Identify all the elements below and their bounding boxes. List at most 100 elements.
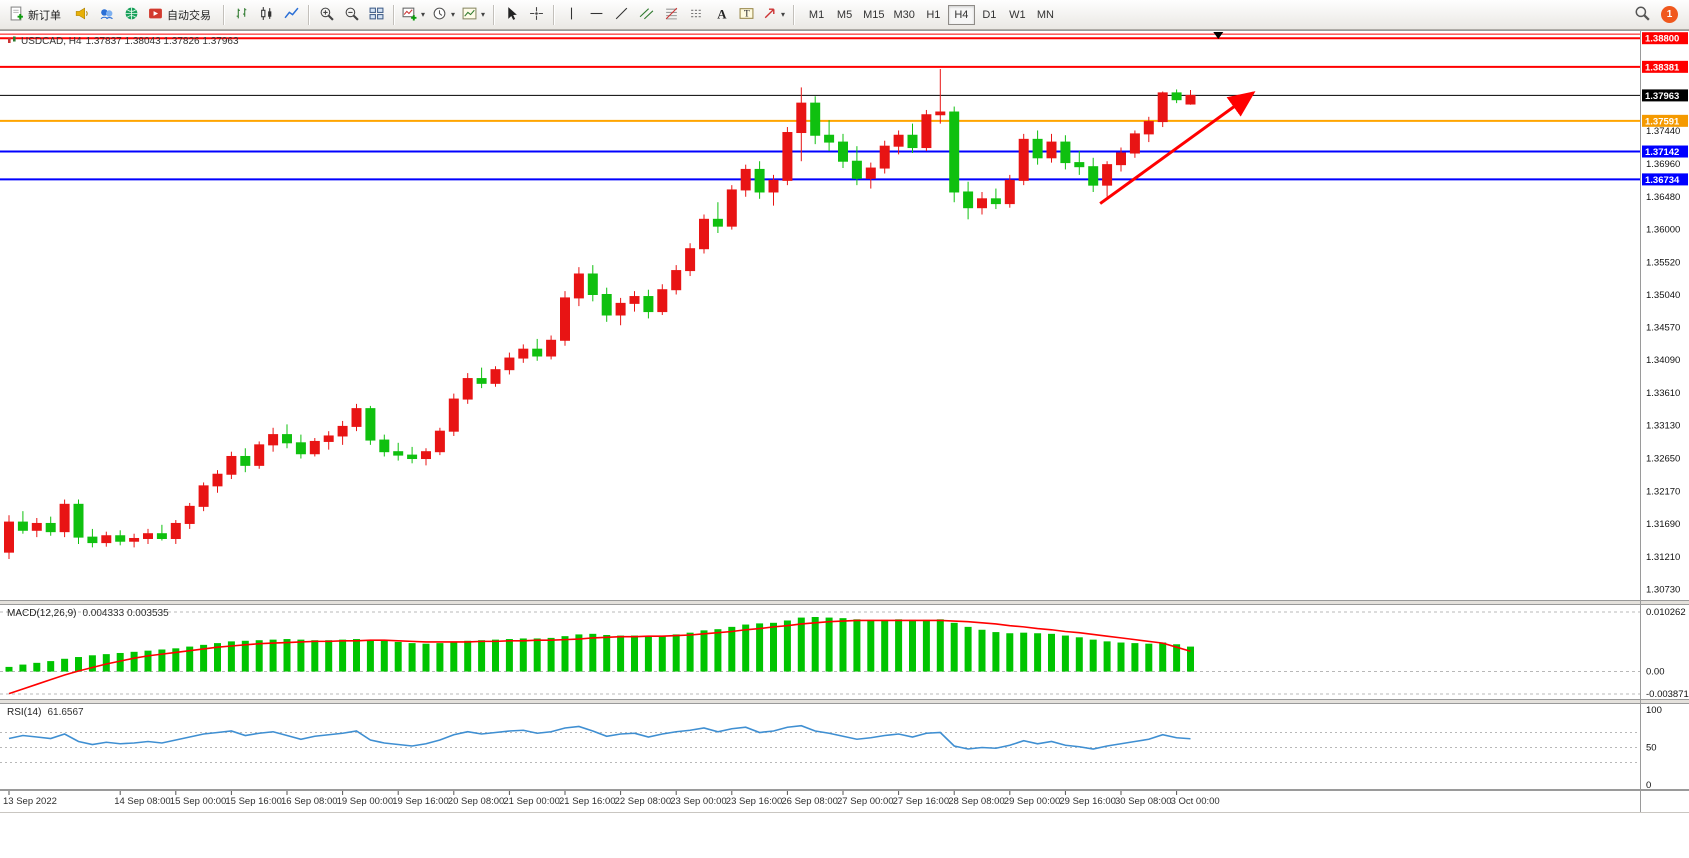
timeframe-group: M1 M5 M15 M30 H1 H4 D1 W1 MN: [803, 4, 1059, 25]
svg-text:21 Sep 00:00: 21 Sep 00:00: [503, 796, 560, 807]
svg-text:23 Sep 16:00: 23 Sep 16:00: [726, 796, 783, 807]
svg-text:13 Sep 2022: 13 Sep 2022: [3, 796, 57, 807]
channel-tool-button[interactable]: [634, 3, 658, 27]
svg-text:1.37440: 1.37440: [1646, 126, 1680, 137]
cycle-lines-icon: [689, 6, 704, 24]
line-chart-button[interactable]: [279, 3, 303, 27]
cursor-button[interactable]: [499, 3, 523, 27]
notifications-badge[interactable]: 1: [1661, 6, 1678, 23]
new-order-button[interactable]: 新订单: [5, 3, 68, 27]
horizontal-line-tool-button[interactable]: [584, 3, 608, 27]
svg-text:27 Sep 00:00: 27 Sep 00:00: [837, 796, 894, 807]
arrows-tool-button[interactable]: ▾: [759, 3, 788, 27]
svg-text:19 Sep 00:00: 19 Sep 00:00: [337, 796, 394, 807]
svg-text:1.36960: 1.36960: [1646, 159, 1680, 170]
market-button[interactable]: [119, 3, 143, 27]
new-chart-button[interactable]: ▾: [399, 3, 428, 27]
candles-layer: [4, 68, 1196, 559]
svg-text:26 Sep 08:00: 26 Sep 08:00: [781, 796, 838, 807]
chart-shift-marker[interactable]: [1213, 32, 1224, 39]
toolbar-separator: [308, 4, 309, 25]
timeframe-d1-button[interactable]: D1: [976, 5, 1003, 25]
svg-text:3 Oct 00:00: 3 Oct 00:00: [1171, 796, 1220, 807]
svg-text:20 Sep 08:00: 20 Sep 08:00: [448, 796, 505, 807]
horizontal-level-lines[interactable]: [0, 33, 1640, 181]
svg-text:1.30730: 1.30730: [1646, 585, 1680, 596]
community-icon: [99, 6, 114, 24]
svg-text:1.38381: 1.38381: [1645, 62, 1680, 73]
tile-windows-icon: [369, 6, 384, 24]
svg-text:A: A: [717, 7, 727, 21]
timeframe-h4-button[interactable]: H4: [947, 4, 975, 25]
trendline-icon: [614, 6, 629, 24]
svg-text:23 Sep 00:00: 23 Sep 00:00: [670, 796, 727, 807]
svg-text:15 Sep 00:00: 15 Sep 00:00: [170, 796, 227, 807]
globe-icon: [124, 6, 139, 24]
cursor-icon: [504, 6, 519, 24]
trend-arrow[interactable]: [1099, 91, 1256, 205]
crosshair-button[interactable]: [524, 3, 548, 27]
chevron-down-icon: ▾: [781, 9, 786, 19]
template-icon: [462, 6, 477, 24]
timeframe-mn-button[interactable]: MN: [1032, 5, 1059, 25]
timeframe-m30-button[interactable]: M30: [889, 5, 918, 25]
timeframe-m5-button[interactable]: M5: [831, 5, 858, 25]
svg-text:1.37963: 1.37963: [1645, 91, 1679, 102]
line-chart-icon: [283, 6, 299, 24]
macd-indicator: 0.010262 0.00 -0.003871: [0, 607, 1689, 700]
rsi-indicator-label: RSI(14) 61.6567: [7, 707, 84, 718]
auto-trading-label: 自动交易: [167, 9, 211, 22]
toolbar: 新订单 自动交易: [0, 0, 1689, 30]
candlestick-chart-button[interactable]: [254, 3, 278, 27]
timeframe-w1-button[interactable]: W1: [1004, 5, 1031, 25]
zoom-out-button[interactable]: [339, 3, 363, 27]
timeframe-m1-button[interactable]: M1: [803, 5, 830, 25]
svg-text:50: 50: [1646, 743, 1657, 754]
timeframe-h1-button[interactable]: H1: [920, 5, 947, 25]
auto-trading-button[interactable]: 自动交易: [144, 3, 218, 27]
svg-text:1.35520: 1.35520: [1646, 257, 1680, 268]
vertical-line-tool-button[interactable]: [559, 3, 583, 27]
news-button[interactable]: [69, 3, 93, 27]
toolbar-separator: [793, 4, 795, 25]
chevron-down-icon: ▾: [451, 9, 456, 19]
svg-text:0.00: 0.00: [1646, 667, 1665, 678]
trendline-tool-button[interactable]: [609, 3, 633, 27]
svg-text:0.010262: 0.010262: [1646, 607, 1686, 618]
svg-text:1.31690: 1.31690: [1646, 519, 1680, 530]
bar-chart-button[interactable]: [229, 3, 253, 27]
fibonacci-tool-button[interactable]: [659, 3, 683, 27]
new-order-icon: [9, 6, 24, 24]
tile-windows-button[interactable]: [364, 3, 388, 27]
svg-text:0: 0: [1646, 780, 1651, 791]
svg-text:1.33610: 1.33610: [1646, 388, 1680, 399]
new-order-label: 新订单: [28, 9, 61, 22]
svg-text:1.34090: 1.34090: [1646, 355, 1680, 366]
profiles-button[interactable]: ▾: [429, 3, 458, 27]
text-label-icon: T: [739, 6, 754, 24]
macd-indicator-label: MACD(12,26,9) 0.004333 0.003535: [7, 608, 169, 619]
cycle-lines-tool-button[interactable]: [684, 3, 708, 27]
community-button[interactable]: [94, 3, 118, 27]
time-axis-labels: 13 Sep 2022 14 Sep 08:00 15 Sep 00:00 15 Se…: [3, 791, 1220, 807]
svg-text:1.36734: 1.36734: [1645, 175, 1680, 186]
svg-text:21 Sep 16:00: 21 Sep 16:00: [559, 796, 616, 807]
svg-text:30 Sep 08:00: 30 Sep 08:00: [1115, 796, 1172, 807]
search-button[interactable]: [1630, 3, 1654, 27]
svg-text:1.37591: 1.37591: [1645, 116, 1680, 127]
timeframe-m15-button[interactable]: M15: [859, 5, 888, 25]
svg-text:16 Sep 08:00: 16 Sep 08:00: [281, 796, 338, 807]
toolbar-separator: [223, 4, 224, 25]
templates-button[interactable]: ▾: [459, 3, 488, 27]
chart-title: USDCAD, H4 1.37837 1.38043 1.37826 1.379…: [7, 35, 239, 48]
fibonacci-icon: [664, 6, 679, 24]
svg-text:1.36480: 1.36480: [1646, 192, 1680, 203]
svg-text:1.36000: 1.36000: [1646, 225, 1680, 236]
zoom-in-button[interactable]: [314, 3, 338, 27]
macd-name: MACD(12,26,9): [7, 608, 77, 619]
toolbar-separator: [393, 4, 394, 25]
text-label-tool-button[interactable]: T: [734, 3, 758, 27]
text-tool-button[interactable]: A: [709, 3, 733, 27]
text-icon: A: [714, 6, 729, 24]
